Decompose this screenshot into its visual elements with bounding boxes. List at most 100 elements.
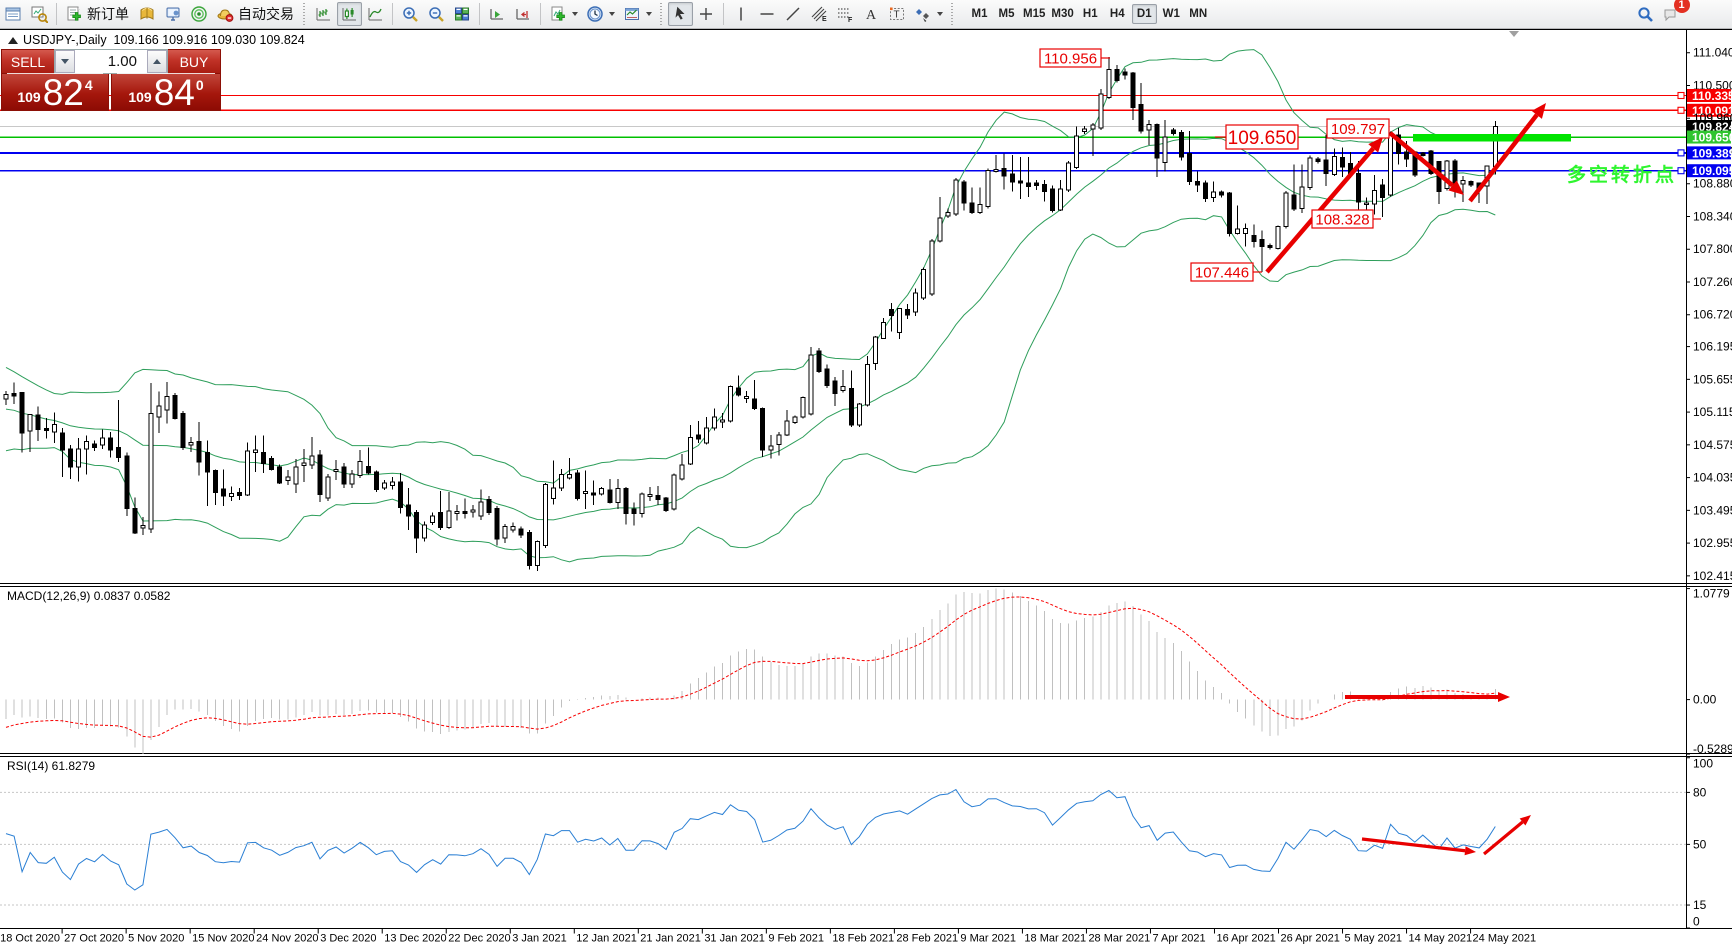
line-end-marker[interactable] — [1677, 149, 1685, 157]
indicators-icon[interactable] — [546, 2, 571, 26]
rsi-arrow-2[interactable] — [1482, 820, 1524, 856]
candle — [228, 486, 234, 502]
timeframe-m15[interactable]: M15 — [1023, 8, 1046, 20]
cursor-icon[interactable] — [667, 2, 693, 26]
dropdown-arrow-icon[interactable] — [572, 12, 578, 16]
line-end-marker[interactable] — [1677, 106, 1685, 114]
buy-price-button[interactable]: 109 84 0 — [111, 73, 221, 111]
vline-icon-glyph — [740, 7, 742, 21]
candle-body — [454, 511, 460, 514]
zoom-out-icon[interactable] — [424, 2, 449, 26]
symbol-collapse-icon[interactable] — [8, 37, 18, 44]
arrows-icon[interactable] — [911, 2, 936, 26]
volume-decrease-button[interactable] — [55, 50, 75, 73]
candle-chart-icon[interactable] — [336, 2, 362, 26]
candle-body — [1114, 69, 1120, 82]
buy-button[interactable]: BUY — [168, 49, 221, 74]
date-tick-label: 3 Jan 2021 — [512, 933, 566, 945]
hline-icon[interactable] — [755, 2, 780, 26]
dropdown-arrow-icon[interactable] — [609, 12, 615, 16]
zoom-in-icon[interactable] — [398, 2, 423, 26]
toolbar-drag-handle[interactable] — [950, 3, 955, 25]
trend-arrow-3-head — [1531, 103, 1546, 119]
templates-icon[interactable] — [620, 2, 645, 26]
search-icon[interactable] — [1633, 2, 1658, 26]
dropdown-arrow-icon[interactable] — [937, 12, 943, 16]
channel-icon[interactable]: E — [807, 2, 832, 26]
volume-input[interactable]: 1.00 — [107, 53, 137, 70]
trend-arrow-2[interactable] — [1388, 131, 1454, 188]
candle-body — [542, 483, 548, 546]
highlight-zone-rect[interactable] — [1413, 134, 1571, 142]
candle — [671, 473, 677, 511]
timeframe-mn[interactable]: MN — [1189, 8, 1208, 20]
timeframe-m30[interactable]: M30 — [1051, 8, 1074, 20]
rsi-arrow-1[interactable] — [1361, 837, 1466, 853]
candle-body — [631, 508, 637, 514]
chat-icon[interactable]: 1 — [1659, 0, 1690, 26]
text-icon[interactable]: A — [859, 2, 884, 26]
trendline-icon[interactable] — [781, 2, 806, 26]
tile-windows-icon[interactable] — [450, 2, 475, 26]
dropdown-arrow-icon[interactable] — [646, 12, 652, 16]
volume-increase-button[interactable] — [147, 50, 167, 73]
auto-scroll-icon[interactable] — [485, 2, 510, 26]
toolbar-drag-handle[interactable] — [659, 3, 664, 25]
line-end-marker[interactable] — [1677, 91, 1685, 100]
bollinger-middle-band[interactable] — [5, 137, 1496, 521]
icon-shape — [33, 8, 42, 15]
bollinger-lower-band[interactable] — [5, 208, 1496, 563]
candle — [1058, 180, 1064, 212]
history-book-icon[interactable] — [135, 2, 160, 26]
candle — [808, 346, 814, 416]
rsi-line[interactable] — [5, 788, 1496, 891]
timeframe-h1[interactable]: H1 — [1082, 8, 1098, 20]
candle — [1420, 151, 1426, 157]
candle-body — [937, 217, 943, 242]
new-order-icon-label[interactable]: 新订单 — [87, 6, 129, 22]
sell-price-button[interactable]: 109 82 4 — [1, 73, 109, 111]
bar-chart-icon[interactable] — [311, 2, 336, 26]
new-order-icon[interactable] — [62, 2, 87, 26]
icon-shape — [625, 8, 639, 11]
periods-icon[interactable] — [583, 2, 608, 26]
bollinger-upper-band[interactable] — [5, 49, 1496, 484]
sound-icon[interactable] — [187, 2, 212, 26]
chart-shift-marker[interactable] — [1509, 31, 1519, 37]
text-label-icon[interactable]: T — [885, 2, 910, 26]
candle — [647, 487, 653, 501]
sell-button[interactable]: SELL — [1, 49, 54, 74]
chart-shift-icon[interactable] — [511, 2, 536, 26]
date-tick-label: 28 Feb 2021 — [896, 933, 958, 945]
crosshair-icon[interactable] — [694, 2, 719, 26]
timeframe-d1[interactable]: D1 — [1131, 4, 1157, 24]
timeframe-m1[interactable]: M1 — [971, 8, 988, 20]
charts-window-icon[interactable] — [1, 2, 26, 26]
profile-icon[interactable] — [27, 2, 52, 26]
candle-body — [687, 437, 693, 465]
timeframe-w1[interactable]: W1 — [1162, 8, 1180, 20]
candle — [494, 506, 500, 546]
candle-body — [824, 368, 830, 386]
autotrading-icon[interactable] — [213, 2, 238, 26]
price-label-box[interactable] — [1225, 124, 1299, 150]
autotrading-icon-label[interactable]: 自动交易 — [238, 6, 294, 22]
terminal-icon[interactable] — [161, 2, 186, 26]
candle — [864, 356, 870, 407]
timeframe-h4[interactable]: H4 — [1109, 8, 1125, 20]
candle — [784, 410, 790, 437]
timeframe-m5[interactable]: M5 — [998, 8, 1015, 20]
macd-signal-line[interactable] — [5, 596, 1496, 738]
fibonacci-icon[interactable]: F — [833, 2, 858, 26]
price-label-box[interactable] — [1326, 118, 1390, 139]
trend-arrow-3[interactable] — [1468, 113, 1539, 203]
price-badge-110.335 — [1687, 89, 1731, 102]
candle-body — [1211, 191, 1216, 198]
line-chart-icon[interactable] — [363, 2, 388, 26]
date-tick-label: 24 Nov 2020 — [256, 933, 318, 945]
candle-body — [736, 387, 742, 396]
line-end-marker[interactable] — [1677, 167, 1685, 175]
toolbar-drag-handle[interactable] — [302, 3, 307, 25]
vline-icon[interactable] — [729, 2, 754, 26]
